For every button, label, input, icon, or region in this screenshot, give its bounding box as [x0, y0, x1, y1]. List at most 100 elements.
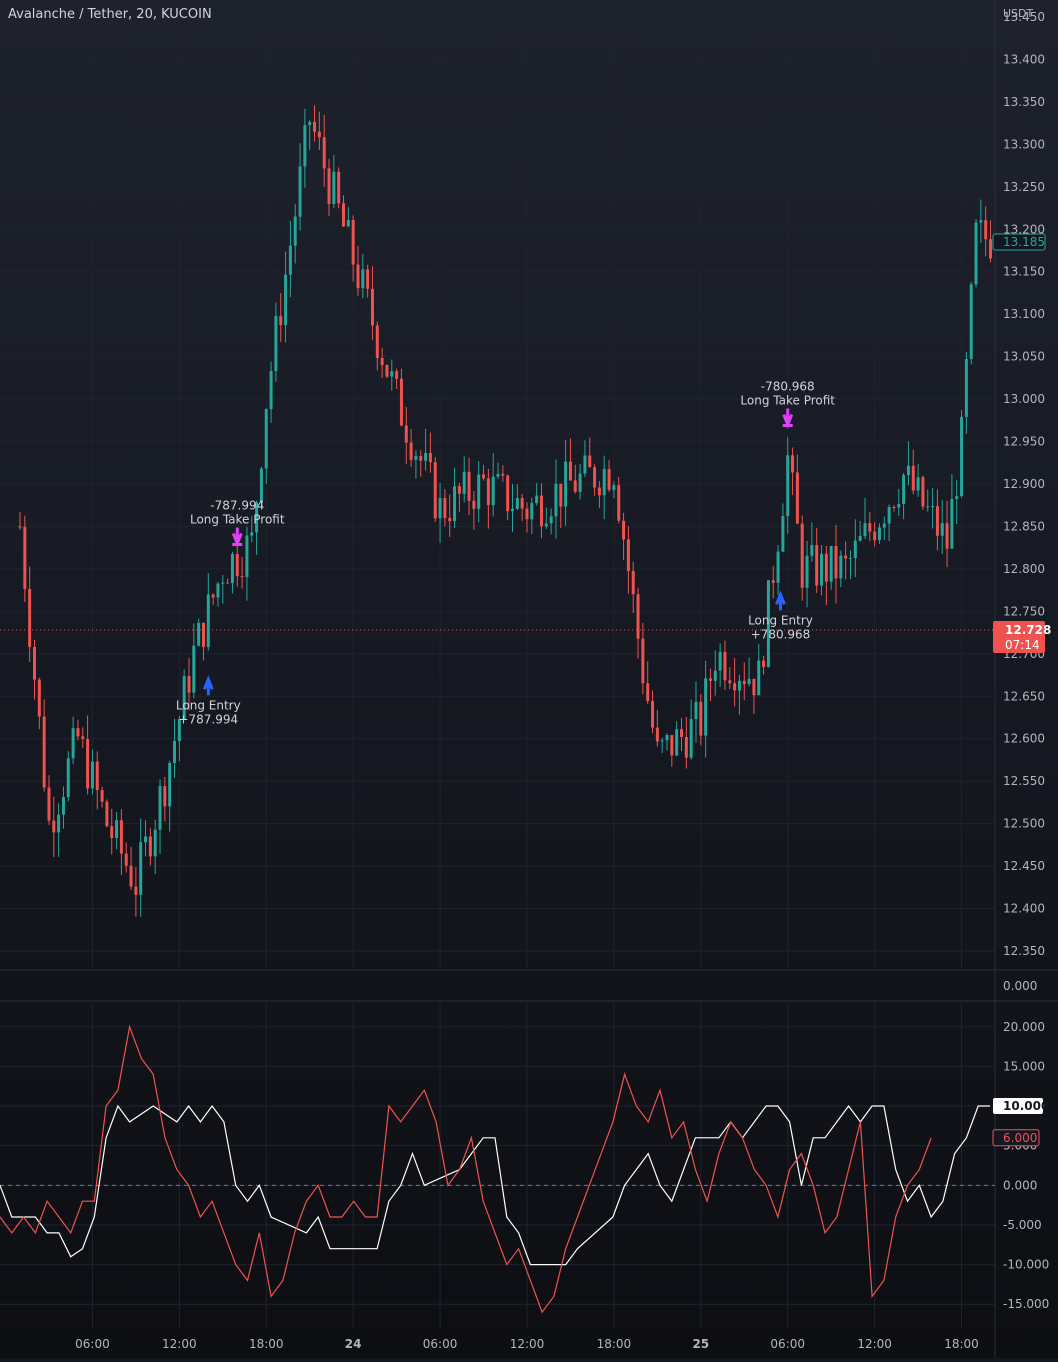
- candle-body[interactable]: [525, 508, 529, 520]
- candle-body[interactable]: [868, 523, 872, 532]
- candle-body[interactable]: [462, 471, 466, 494]
- candle-body[interactable]: [390, 371, 394, 377]
- candle-body[interactable]: [945, 523, 949, 549]
- candle-body[interactable]: [76, 728, 80, 737]
- candle-body[interactable]: [259, 468, 263, 503]
- candle-body[interactable]: [733, 683, 737, 691]
- candle-body[interactable]: [829, 545, 833, 582]
- candle-body[interactable]: [288, 245, 292, 275]
- candle-body[interactable]: [921, 477, 925, 507]
- candle-body[interactable]: [568, 461, 572, 481]
- candle-body[interactable]: [317, 131, 321, 138]
- candle-body[interactable]: [313, 121, 317, 132]
- candle-body[interactable]: [699, 701, 703, 736]
- candle-body[interactable]: [530, 503, 534, 520]
- candle-body[interactable]: [399, 378, 403, 426]
- candle-body[interactable]: [477, 474, 481, 509]
- candle-body[interactable]: [216, 583, 220, 598]
- candle-body[interactable]: [240, 576, 244, 578]
- candle-body[interactable]: [800, 523, 804, 588]
- candle-body[interactable]: [230, 554, 234, 584]
- candle-body[interactable]: [989, 239, 993, 259]
- candle-body[interactable]: [824, 553, 828, 582]
- candle-body[interactable]: [327, 168, 331, 204]
- candle-body[interactable]: [409, 442, 413, 460]
- candle-body[interactable]: [848, 557, 852, 559]
- candle-body[interactable]: [955, 496, 959, 499]
- candle-body[interactable]: [274, 316, 278, 372]
- candle-body[interactable]: [781, 516, 785, 552]
- candle-body[interactable]: [414, 456, 418, 460]
- candle-body[interactable]: [786, 455, 790, 517]
- candle-body[interactable]: [969, 284, 973, 360]
- candle-body[interactable]: [226, 582, 230, 584]
- candle-body[interactable]: [559, 483, 563, 507]
- candle-body[interactable]: [201, 622, 205, 647]
- candle-body[interactable]: [916, 477, 920, 491]
- candle-body[interactable]: [356, 264, 360, 289]
- red-indicator-line[interactable]: [0, 1024, 932, 1314]
- candle-body[interactable]: [960, 416, 964, 497]
- candle-body[interactable]: [771, 580, 775, 583]
- candle-body[interactable]: [424, 452, 428, 461]
- candle-body[interactable]: [428, 452, 432, 463]
- candle-body[interactable]: [404, 425, 408, 443]
- candle-body[interactable]: [539, 495, 543, 527]
- candle-body[interactable]: [110, 826, 114, 839]
- candle-body[interactable]: [144, 836, 148, 843]
- candle-body[interactable]: [863, 523, 867, 537]
- candle-body[interactable]: [815, 545, 819, 586]
- candle-body[interactable]: [684, 737, 688, 758]
- candle-body[interactable]: [820, 553, 824, 586]
- candle-body[interactable]: [448, 518, 452, 522]
- candle-body[interactable]: [839, 555, 843, 579]
- candle-body[interactable]: [42, 716, 46, 788]
- candle-body[interactable]: [18, 526, 22, 528]
- candle-body[interactable]: [66, 758, 70, 798]
- candle-body[interactable]: [631, 570, 635, 595]
- candle-body[interactable]: [337, 171, 341, 204]
- candle-body[interactable]: [61, 797, 65, 815]
- candle-body[interactable]: [873, 531, 877, 541]
- candle-body[interactable]: [129, 865, 133, 887]
- candle-body[interactable]: [950, 498, 954, 549]
- candle-body[interactable]: [655, 727, 659, 742]
- candle-body[interactable]: [675, 729, 679, 756]
- candle-body[interactable]: [279, 316, 283, 326]
- candle-body[interactable]: [192, 645, 196, 693]
- candle-body[interactable]: [23, 526, 27, 590]
- candle-body[interactable]: [612, 485, 616, 490]
- candle-body[interactable]: [124, 853, 128, 866]
- candle-body[interactable]: [742, 680, 746, 685]
- candle-body[interactable]: [245, 535, 249, 577]
- candle-body[interactable]: [52, 820, 56, 833]
- candle-body[interactable]: [438, 498, 442, 519]
- candle-body[interactable]: [892, 507, 896, 509]
- candle-body[interactable]: [375, 325, 379, 358]
- candle-body[interactable]: [834, 545, 838, 579]
- candle-body[interactable]: [752, 678, 756, 696]
- candle-body[interactable]: [588, 455, 592, 468]
- candle-body[interactable]: [433, 462, 437, 519]
- candle-body[interactable]: [882, 523, 886, 528]
- candle-body[interactable]: [57, 814, 61, 833]
- long-entry-arrow-icon[interactable]: [202, 675, 214, 696]
- candle-body[interactable]: [679, 729, 683, 738]
- take-profit-arrow-icon[interactable]: [782, 408, 794, 429]
- white-indicator-line[interactable]: [0, 1104, 990, 1266]
- candle-body[interactable]: [795, 472, 799, 524]
- candle-body[interactable]: [641, 638, 645, 684]
- candle-body[interactable]: [486, 478, 490, 506]
- candle-body[interactable]: [351, 220, 355, 265]
- candle-body[interactable]: [564, 461, 568, 507]
- candle-body[interactable]: [935, 506, 939, 536]
- candle-body[interactable]: [554, 483, 558, 517]
- candle-body[interactable]: [148, 836, 152, 857]
- candle-body[interactable]: [776, 551, 780, 583]
- candle-body[interactable]: [153, 829, 157, 857]
- candle-body[interactable]: [482, 474, 486, 479]
- candle-body[interactable]: [718, 652, 722, 671]
- candle-body[interactable]: [453, 486, 457, 522]
